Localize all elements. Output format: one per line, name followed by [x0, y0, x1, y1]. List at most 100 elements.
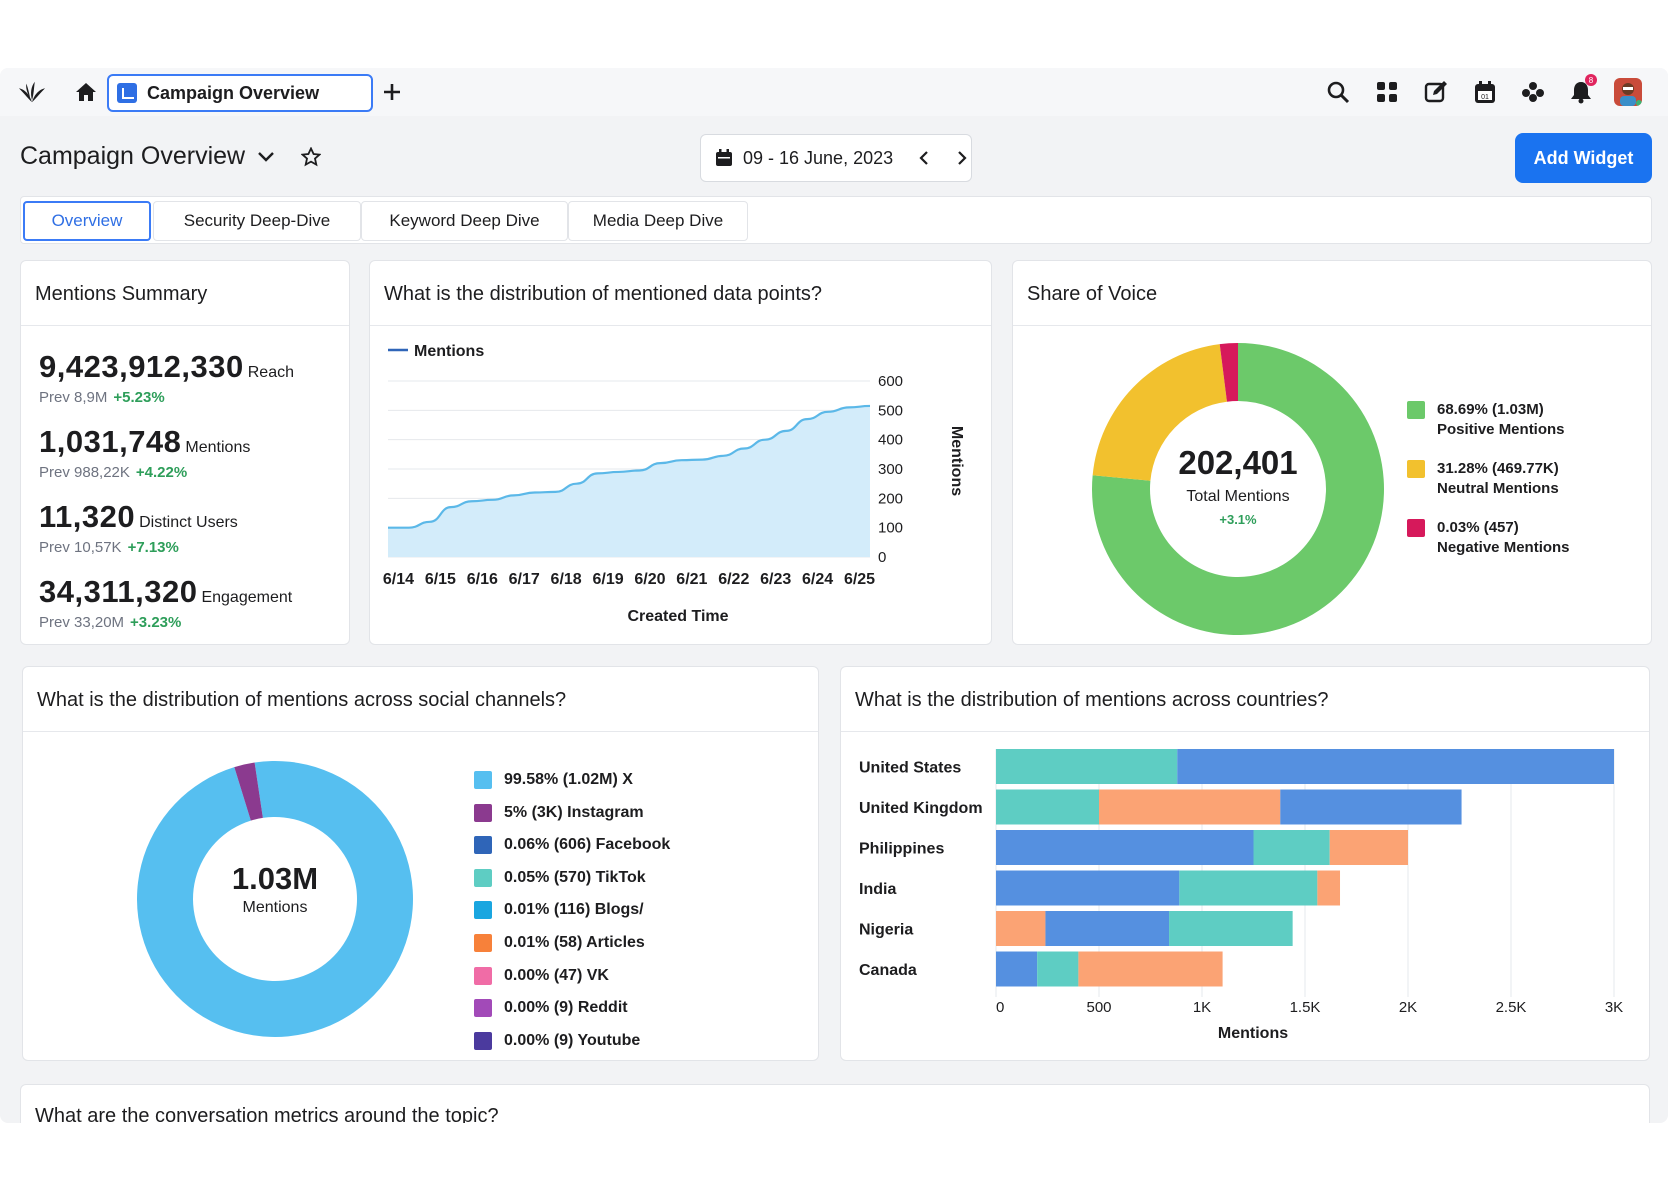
- notifications-bell-icon[interactable]: 8: [1567, 74, 1597, 106]
- legend-label: 5% (3K) Instagram: [504, 803, 644, 821]
- bar-segment[interactable]: [1329, 830, 1408, 865]
- y-tick-label: 200: [878, 490, 903, 507]
- legend-value: 31.28% (469.77K): [1437, 460, 1559, 477]
- metric-change: +3.23%: [130, 614, 182, 631]
- open-tab-label: Campaign Overview: [147, 82, 320, 103]
- share-of-voice-card: Share of Voice 202,401 Total Mentions +3…: [1012, 260, 1652, 645]
- previous-range-icon[interactable]: [917, 150, 931, 166]
- bar-segment[interactable]: [1179, 870, 1318, 906]
- metric-engagement: 34,311,320 Engagement Prev 33,20M +3.23%: [39, 574, 292, 631]
- x-tick-label: 2.5K: [1496, 999, 1527, 1016]
- bar-segment[interactable]: [1045, 911, 1170, 946]
- donut-slice[interactable]: [1092, 343, 1384, 635]
- x-tick-label: 6/24: [802, 571, 833, 588]
- apps-grid-icon[interactable]: [1373, 78, 1401, 106]
- metric-value: 1,031,748: [39, 424, 182, 459]
- tab-overview[interactable]: Overview: [23, 201, 151, 241]
- donut-slice[interactable]: [234, 762, 263, 821]
- legend-value: 0.03% (457): [1437, 519, 1519, 536]
- sov-legend-neutral[interactable]: 31.28% (469.77K) Neutral Mentions: [1407, 460, 1559, 497]
- channel-legend-item[interactable]: 0.00% (9) Reddit: [474, 999, 628, 1018]
- bar-segment[interactable]: [996, 830, 1254, 865]
- channel-legend-item[interactable]: 0.06% (606) Facebook: [474, 836, 670, 855]
- x-tick-label: 500: [1086, 999, 1111, 1016]
- x-tick-label: 6/17: [509, 571, 540, 588]
- divider: [370, 325, 991, 326]
- bar-segment[interactable]: [1280, 789, 1462, 825]
- metric-unit: Distinct Users: [139, 514, 238, 531]
- legend-swatch: [474, 901, 492, 920]
- chevron-down-icon[interactable]: [257, 151, 275, 163]
- category-label: Philippines: [859, 841, 944, 858]
- metric-value: 9,423,912,330: [39, 349, 244, 384]
- bar-segment[interactable]: [1099, 789, 1281, 825]
- metric-prev: Prev 10,57K: [39, 539, 122, 556]
- metric-prev: Prev 8,9M: [39, 389, 108, 406]
- donut-center-label: Total Mentions: [1186, 488, 1289, 505]
- tab-media-deep-dive[interactable]: Media Deep Dive: [568, 201, 748, 241]
- legend-swatch: [1407, 460, 1425, 478]
- brand-logo-icon[interactable]: [18, 78, 46, 106]
- next-range-icon[interactable]: [955, 150, 969, 166]
- countries-bar-chart: United States United Kingdom Philippines In…: [859, 749, 1623, 1042]
- search-icon[interactable]: [1324, 78, 1352, 106]
- notification-count-badge: 8: [1585, 74, 1597, 86]
- channel-legend-item[interactable]: 5% (3K) Instagram: [474, 803, 644, 822]
- category-label: United States: [859, 760, 961, 777]
- bar-segment[interactable]: [1169, 911, 1293, 946]
- bar-segment[interactable]: [1317, 870, 1341, 906]
- legend-label-mentions: Mentions: [414, 343, 484, 360]
- donut-slice[interactable]: [1092, 344, 1227, 481]
- date-range-picker[interactable]: 09 - 16 June, 2023: [700, 134, 972, 182]
- star-icon[interactable]: [301, 146, 322, 167]
- channel-legend-item[interactable]: 0.01% (116) Blogs/: [474, 901, 644, 920]
- x-tick-label: 6/14: [383, 571, 414, 588]
- home-icon[interactable]: [72, 78, 100, 106]
- channel-legend-item[interactable]: 0.00% (9) Youtube: [474, 1031, 640, 1050]
- category-label: Nigeria: [859, 922, 913, 939]
- page-title[interactable]: Campaign Overview: [20, 142, 322, 171]
- legend-value: 68.69% (1.03M): [1437, 401, 1544, 418]
- bar-segment[interactable]: [996, 951, 1038, 987]
- add-widget-button[interactable]: Add Widget: [1515, 133, 1652, 183]
- tab-keyword-deep-dive[interactable]: Keyword Deep Dive: [361, 201, 568, 241]
- x-tick-label: 3K: [1605, 999, 1623, 1016]
- add-tab-icon[interactable]: [378, 78, 406, 106]
- channel-legend-item[interactable]: 0.00% (47) VK: [474, 966, 609, 985]
- category-label: United Kingdom: [859, 800, 983, 817]
- metric-change: +5.23%: [113, 389, 165, 406]
- donut-slice[interactable]: [137, 761, 414, 1037]
- x-tick-label: 1K: [1193, 999, 1211, 1016]
- category-label: Canada: [859, 962, 917, 979]
- bar-segment[interactable]: [996, 749, 1178, 784]
- y-tick-label: 500: [878, 402, 903, 419]
- bar-segment[interactable]: [996, 789, 1099, 825]
- y-tick-label: 0: [878, 549, 886, 566]
- sov-legend-positive[interactable]: 68.69% (1.03M) Positive Mentions: [1407, 401, 1565, 438]
- bar-segment[interactable]: [1177, 749, 1614, 784]
- bar-segment[interactable]: [1078, 951, 1223, 987]
- legend-swatch: [474, 836, 492, 855]
- legend-label: Negative Mentions: [1437, 539, 1570, 556]
- open-tab-campaign-overview[interactable]: Campaign Overview: [107, 74, 373, 112]
- tab-security-deep-dive[interactable]: Security Deep-Dive: [153, 201, 361, 241]
- channel-legend-item[interactable]: 99.58% (1.02M) X: [474, 771, 633, 789]
- metric-change: +7.13%: [127, 539, 179, 556]
- bar-segment[interactable]: [996, 870, 1180, 906]
- area-fill: [388, 405, 870, 557]
- calendar-icon[interactable]: 01: [1471, 78, 1499, 106]
- bar-segment[interactable]: [996, 911, 1046, 946]
- compose-icon[interactable]: [1422, 78, 1450, 106]
- legend-label: 0.01% (116) Blogs/: [504, 901, 644, 919]
- divider: [21, 325, 349, 326]
- channel-legend-item[interactable]: 0.01% (58) Articles: [474, 934, 645, 952]
- date-range-text: 09 - 16 June, 2023: [743, 147, 894, 168]
- sov-legend-negative[interactable]: 0.03% (457) Negative Mentions: [1407, 519, 1570, 556]
- bar-segment[interactable]: [1253, 830, 1330, 865]
- channel-legend-item[interactable]: 0.05% (570) TikTok: [474, 868, 646, 887]
- donut-slice[interactable]: [1219, 343, 1238, 402]
- social-channels-card: What is the distribution of mentions acr…: [22, 666, 819, 1061]
- user-avatar[interactable]: [1614, 78, 1642, 106]
- team-icon[interactable]: [1519, 78, 1547, 106]
- bar-segment[interactable]: [1037, 951, 1079, 987]
